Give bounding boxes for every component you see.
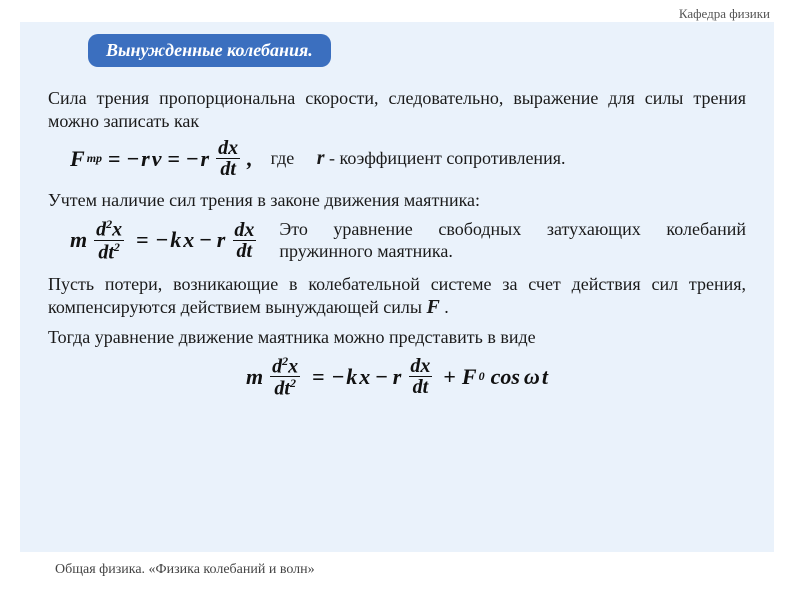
- frac-den: dt: [216, 158, 240, 179]
- frac-d2x-dt2: d2x dt2: [92, 218, 126, 262]
- equation-3-row: m d2x dt2 = −kx − r dx dt + F0 cos ωt: [48, 355, 746, 399]
- eq1-where: где: [271, 148, 295, 168]
- sym-k: k: [170, 227, 181, 253]
- sym-tr: тр: [87, 151, 102, 166]
- sym-minus3: −: [156, 227, 169, 253]
- sym-plus: +: [443, 364, 456, 390]
- sym-cos: cos: [491, 364, 520, 390]
- frac5-den: dt: [409, 376, 433, 397]
- eq1-desc-text: - коэффициент сопротивления.: [329, 148, 565, 168]
- frac4-num: d2x: [268, 355, 302, 377]
- sym-minus5: −: [332, 364, 345, 390]
- sym-r: r: [141, 146, 150, 172]
- paragraph-2: Учтем наличие сил трения в законе движен…: [48, 189, 746, 212]
- frac5-num: dx: [406, 356, 434, 376]
- slide-panel: Вынужденные колебания. Сила трения пропо…: [20, 22, 774, 552]
- sym-eq4: =: [312, 364, 325, 390]
- sym-minus4: −: [199, 227, 212, 253]
- p3-b: .: [440, 297, 449, 317]
- sym-minus6: −: [375, 364, 388, 390]
- equation-2-desc: Это уравнение свободных затухающих колеб…: [279, 218, 746, 263]
- sym-x: x: [183, 227, 194, 253]
- sym-v: v: [152, 146, 162, 172]
- frac3-den: dt: [233, 240, 257, 261]
- frac-d2x-dt2-b: d2x dt2: [268, 355, 302, 399]
- paragraph-1: Сила трения пропорциональна скорости, сл…: [48, 87, 746, 132]
- sym-m: m: [70, 227, 87, 253]
- sym-eq2: =: [167, 146, 180, 172]
- frac-dx-dt: dx dt: [214, 138, 242, 179]
- frac-dx-dt-2: dx dt: [230, 220, 258, 261]
- eq1-var: r: [317, 147, 325, 169]
- sym-r2: r: [201, 146, 210, 172]
- sym-r3: r: [217, 227, 226, 253]
- p3-var: F: [426, 296, 439, 318]
- sym-r4: r: [393, 364, 402, 390]
- equation-1: Fтр = −rv = −r dx dt ,: [70, 138, 253, 179]
- sym-k2: k: [346, 364, 357, 390]
- slide-title: Вынужденные колебания.: [88, 34, 331, 67]
- sym-eq: =: [108, 146, 121, 172]
- sym-minus: −: [127, 146, 140, 172]
- frac3-num: dx: [230, 220, 258, 240]
- sym-m2: m: [246, 364, 263, 390]
- frac2-num: d2x: [92, 218, 126, 240]
- frac-num: dx: [214, 138, 242, 158]
- equation-1-desc: где r - коэффициент сопротивления.: [271, 146, 746, 171]
- sym-F: F: [70, 146, 85, 172]
- equation-2: m d2x dt2 = −kx − r dx dt: [70, 218, 261, 262]
- sym-comma: ,: [247, 146, 253, 172]
- frac-dx-dt-3: dx dt: [406, 356, 434, 397]
- department-label: Кафедра физики: [679, 6, 770, 22]
- sym-eq3: =: [136, 227, 149, 253]
- sym-t: t: [542, 364, 548, 390]
- sym-minus2: −: [186, 146, 199, 172]
- paragraph-4: Тогда уравнение движение маятника можно …: [48, 326, 746, 349]
- equation-2-row: m d2x dt2 = −kx − r dx dt Это уравнение …: [48, 218, 746, 263]
- footer-text: Общая физика. «Физика колебаний и волн»: [55, 562, 315, 578]
- equation-3: m d2x dt2 = −kx − r dx dt + F0 cos ωt: [246, 355, 548, 399]
- sym-omega: ω: [524, 364, 540, 390]
- frac2-den: dt2: [94, 240, 124, 263]
- p3-a: Пусть потери, возникающие в колебательно…: [48, 274, 746, 318]
- frac4-den: dt2: [270, 376, 300, 399]
- sym-x2: x: [359, 364, 370, 390]
- paragraph-3: Пусть потери, возникающие в колебательно…: [48, 273, 746, 321]
- sym-zero: 0: [479, 369, 485, 384]
- sym-F2: F: [462, 364, 477, 390]
- equation-1-row: Fтр = −rv = −r dx dt , где r - коэффицие…: [48, 138, 746, 179]
